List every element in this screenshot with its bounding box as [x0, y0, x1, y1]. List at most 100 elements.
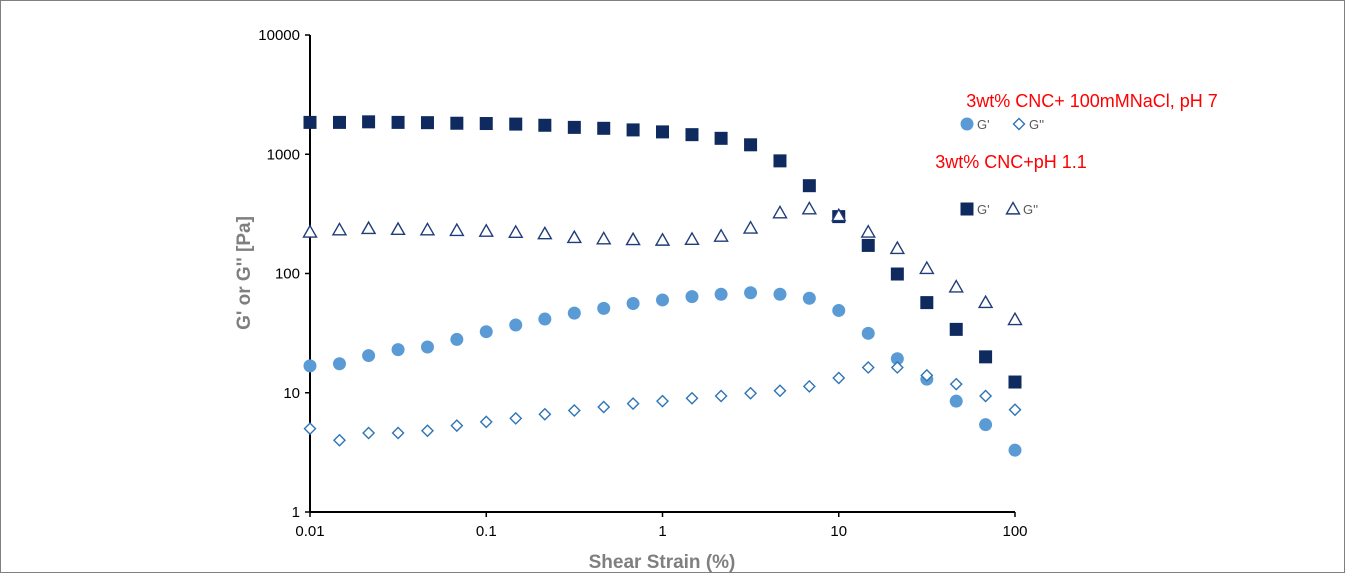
data-point-circle — [861, 326, 875, 340]
data-point-triangle — [419, 222, 436, 236]
data-point-circle — [479, 325, 493, 339]
data-point-square — [890, 267, 904, 281]
data-point-diamond — [509, 411, 523, 425]
data-point-diamond — [890, 360, 904, 374]
data-point-diamond — [420, 424, 434, 438]
legend-entry-label: G' — [977, 202, 990, 217]
data-point-square — [597, 121, 611, 135]
legend-marker-diamond — [1012, 117, 1026, 131]
data-point-circle — [567, 306, 581, 320]
legend-entry-label: G' — [977, 117, 990, 132]
data-point-circle — [949, 394, 963, 408]
data-point-diamond — [979, 389, 993, 403]
data-point-diamond — [949, 377, 963, 391]
data-point-square — [332, 115, 346, 129]
data-point-triangle — [625, 231, 641, 246]
data-point-circle — [450, 332, 464, 346]
data-points — [302, 115, 1023, 457]
series-1-diamond — [303, 360, 1022, 447]
data-point-square — [450, 116, 464, 130]
data-point-circle — [744, 286, 758, 300]
y-tick-label: 10000 — [258, 27, 300, 44]
data-point-diamond — [714, 389, 728, 403]
data-point-diamond — [391, 426, 405, 440]
data-point-square — [479, 117, 493, 131]
data-point-triangle — [390, 221, 406, 236]
data-point-square — [773, 154, 787, 168]
data-point-triangle — [742, 220, 759, 234]
data-point-triangle — [977, 294, 994, 309]
data-point-square — [391, 115, 405, 129]
y-tick-label: 1 — [292, 504, 300, 521]
data-point-square — [567, 120, 581, 134]
data-point-triangle — [566, 229, 583, 244]
data-point-triangle — [654, 232, 671, 246]
series-2-square — [303, 115, 1022, 389]
data-point-diamond — [1008, 403, 1022, 417]
data-point-triangle — [537, 225, 553, 240]
y-tick-label: 100 — [275, 266, 300, 283]
data-point-triangle — [889, 240, 906, 255]
data-point-circle — [626, 297, 640, 311]
data-point-square — [802, 179, 816, 193]
data-point-square — [1008, 375, 1022, 389]
data-point-square — [714, 131, 728, 145]
legend-group-title: 3wt% CNC+ 100mMNaCl, pH 7 — [966, 91, 1218, 111]
data-point-diamond — [802, 379, 816, 393]
data-point-triangle — [360, 220, 377, 235]
data-point-square — [920, 296, 934, 310]
legend-marker-triangle — [1005, 201, 1021, 215]
data-point-diamond — [362, 426, 376, 440]
data-point-circle — [773, 287, 787, 301]
y-tick-label: 10 — [283, 385, 300, 402]
y-tick-label: 1000 — [267, 146, 300, 163]
data-point-triangle — [302, 224, 318, 238]
data-point-square — [656, 125, 669, 139]
legend-entry-label: G'' — [1029, 117, 1044, 132]
tick-labels: 0.01 0.1 1 10 100 1 10 100 1000 10000 — [258, 27, 1027, 540]
legend-group-title: 3wt% CNC+pH 1.1 — [935, 152, 1087, 172]
data-point-triangle — [596, 231, 612, 245]
data-point-triangle — [772, 205, 788, 219]
data-point-triangle — [478, 223, 494, 237]
data-point-diamond — [597, 400, 611, 414]
data-point-circle — [802, 291, 816, 305]
legend-marker-circle — [960, 117, 974, 131]
series-3-triangle — [302, 201, 1023, 326]
data-point-circle — [656, 293, 669, 307]
data-point-triangle — [713, 228, 729, 242]
data-point-circle — [420, 340, 434, 354]
data-point-triangle — [801, 201, 818, 215]
data-point-circle — [832, 303, 846, 317]
legend-entry-label: G'' — [1023, 202, 1038, 217]
series-0-circle — [303, 286, 1022, 457]
data-point-diamond — [626, 397, 640, 411]
data-point-square — [303, 115, 317, 129]
data-point-diamond — [450, 419, 464, 433]
data-point-circle — [685, 290, 699, 304]
data-point-diamond — [832, 371, 846, 385]
data-point-circle — [890, 352, 904, 366]
data-point-triangle — [860, 224, 876, 238]
x-axis-title: Shear Strain (%) — [589, 552, 736, 573]
data-point-diamond — [303, 422, 317, 436]
data-point-triangle — [919, 260, 935, 275]
data-point-diamond — [332, 433, 346, 447]
data-point-square — [861, 238, 875, 252]
data-point-square — [509, 117, 523, 131]
data-point-diamond — [744, 386, 758, 400]
x-tick-label: 0.1 — [476, 523, 497, 540]
data-point-circle — [362, 349, 376, 363]
data-point-triangle — [1007, 311, 1023, 326]
data-point-triangle — [331, 222, 348, 236]
data-point-triangle — [684, 231, 700, 246]
x-tick-label: 10 — [830, 523, 847, 540]
x-tick-label: 1 — [658, 523, 666, 540]
data-point-diamond — [920, 368, 934, 382]
data-point-diamond — [656, 394, 669, 408]
data-point-circle — [538, 312, 552, 326]
data-point-square — [362, 115, 376, 129]
data-point-square — [685, 128, 699, 142]
data-point-square — [949, 322, 963, 336]
